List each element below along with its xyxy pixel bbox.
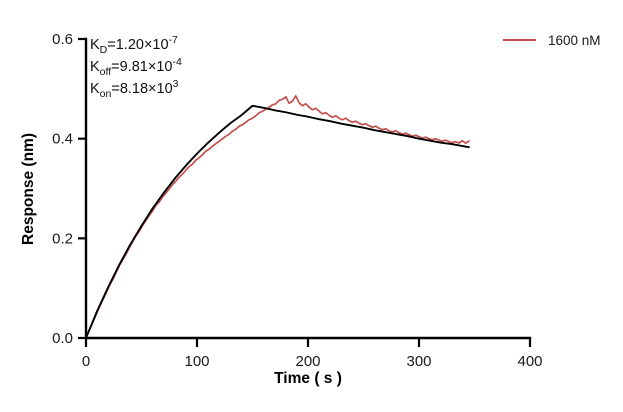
kon-mantissa: 8.18×10	[120, 81, 173, 97]
x-tick-label: 300	[406, 353, 431, 370]
kon-equals: =	[111, 81, 119, 97]
kd-subscript: D	[100, 44, 108, 56]
koff-subscript: off	[100, 66, 112, 78]
annotation-kon: Kon=8.18×103	[90, 78, 179, 100]
x-tick-label: 0	[82, 353, 90, 370]
kd-exponent: -7	[169, 34, 178, 46]
koff-exponent: -4	[172, 56, 181, 68]
x-tick-label: 400	[517, 353, 542, 370]
koff-symbol: K	[90, 59, 100, 75]
x-axis-tick-labels: 0 100 200 300 400	[82, 353, 543, 370]
annotation-koff: Koff=9.81×10-4	[90, 56, 182, 78]
kinetics-annotation-block: KD=1.20×10-7 Koff=9.81×10-4 Kon=8.18×103	[90, 34, 182, 100]
y-axis-tick-labels: 0.0 0.2 0.4 0.6	[52, 31, 73, 347]
data-series-1600nm	[85, 94, 470, 338]
x-axis-ticks	[84, 338, 532, 347]
kd-equals: =	[107, 37, 115, 53]
kd-symbol: K	[90, 37, 100, 53]
fitted-curve	[85, 104, 470, 339]
x-tick-label: 200	[295, 353, 320, 370]
y-tick-label: 0.6	[52, 31, 73, 48]
koff-mantissa: 9.81×10	[120, 59, 173, 75]
kd-mantissa: 1.20×10	[116, 37, 169, 53]
x-axis-title: Time ( s )	[274, 370, 342, 387]
y-tick-label: 0.4	[52, 131, 73, 148]
koff-equals: =	[111, 59, 119, 75]
kon-exponent: 3	[173, 78, 179, 90]
y-tick-label: 0.2	[52, 230, 73, 247]
annotation-kd: KD=1.20×10-7	[90, 34, 178, 56]
kon-subscript: on	[100, 88, 112, 100]
y-tick-label: 0.0	[52, 330, 73, 347]
legend: 1600 nM	[503, 33, 601, 48]
y-axis-ticks	[78, 37, 86, 340]
y-axis-title: Response (nm)	[20, 133, 37, 245]
kon-symbol: K	[90, 81, 100, 97]
legend-label-1600nm: 1600 nM	[548, 33, 601, 48]
x-tick-label: 100	[184, 353, 209, 370]
